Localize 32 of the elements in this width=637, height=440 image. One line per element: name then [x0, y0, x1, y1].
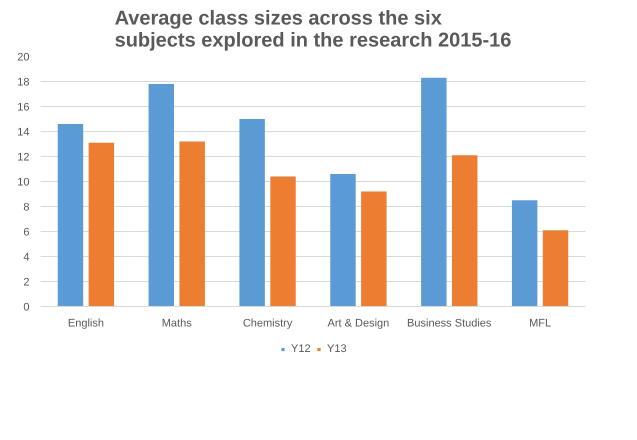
y-tick-label: 18 — [17, 76, 30, 88]
bar — [58, 124, 84, 306]
bar — [270, 176, 296, 306]
bar — [512, 200, 538, 306]
bar — [179, 142, 205, 306]
x-tick-label: Business Studies — [407, 318, 492, 330]
y-tick-label: 16 — [17, 102, 30, 114]
bar — [330, 174, 356, 306]
y-tick-label: 6 — [23, 226, 30, 238]
bar — [361, 192, 387, 306]
bar — [88, 142, 114, 306]
legend-label: Y13 — [327, 343, 347, 355]
y-tick-label: 14 — [17, 126, 30, 138]
y-tick-label: 12 — [17, 152, 30, 164]
y-tick-label: 8 — [23, 202, 30, 214]
y-tick-label: 20 — [17, 52, 30, 64]
x-tick-label: Maths — [162, 318, 192, 330]
bar — [421, 78, 447, 306]
bar — [239, 119, 265, 306]
bar — [542, 230, 568, 306]
chart-title: Average class sizes across the six subjects explored in the research 2015-16 — [114, 8, 512, 52]
legend-label: Y12 — [291, 343, 311, 355]
y-tick-label: 0 — [23, 302, 30, 314]
y-tick-label: 10 — [17, 176, 30, 188]
bar — [148, 84, 174, 306]
bar — [452, 155, 478, 306]
x-tick-label: MFL — [529, 318, 552, 330]
x-tick-label: Art & Design — [328, 318, 390, 330]
x-tick-label: English — [68, 318, 104, 330]
y-tick-label: 4 — [23, 252, 30, 264]
x-tick-label: Chemistry — [242, 318, 293, 330]
y-tick-label: 2 — [23, 276, 30, 288]
